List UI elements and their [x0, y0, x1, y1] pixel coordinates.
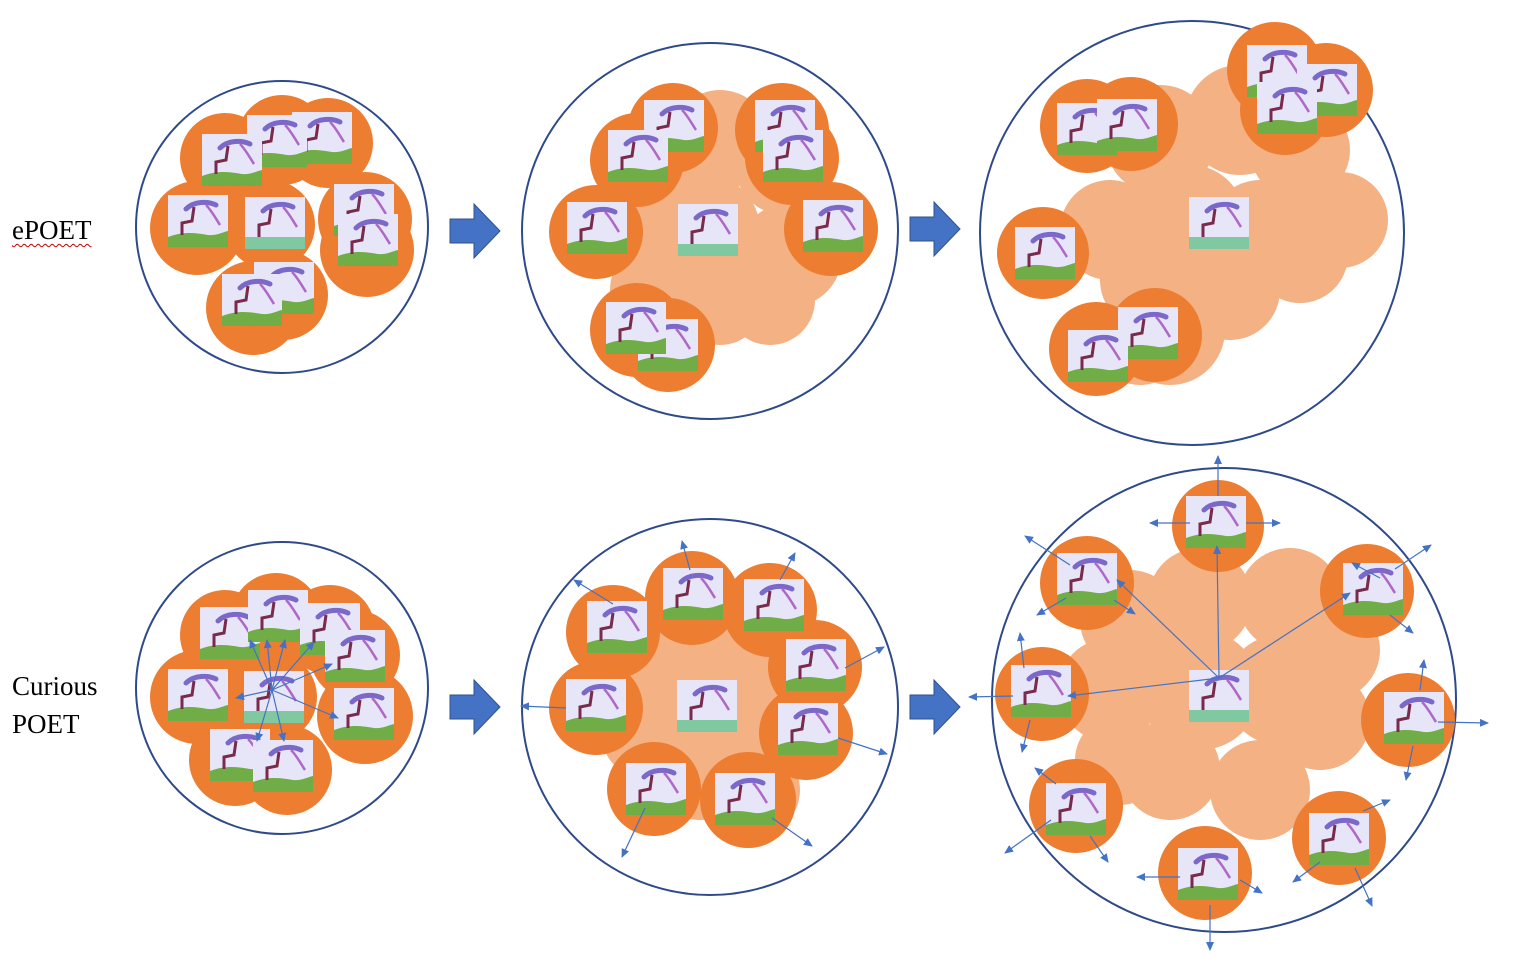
environment-thumbnail-icon: [248, 590, 308, 642]
environment-thumbnail-icon: [1046, 783, 1106, 835]
environment-thumbnail-icon: [678, 204, 738, 256]
environment-thumbnail-icon: [338, 214, 398, 266]
environment-thumbnail-icon: [803, 200, 863, 252]
environment-thumbnail-icon: [334, 688, 394, 740]
row-label-line-1: Curious: [12, 671, 98, 701]
curious-stage-3: [968, 455, 1489, 951]
archive-boundary: [521, 42, 899, 420]
environment-thumbnail-icon: [626, 763, 686, 815]
environment-thumbnail-icon: [1343, 563, 1403, 615]
epoet-stage-1: [135, 80, 429, 374]
environment-thumbnail-icon: [606, 302, 666, 354]
environment-thumbnail-icon: [567, 202, 627, 254]
environment-thumbnail-icon: [202, 134, 262, 186]
environment-thumbnail-icon: [1178, 848, 1238, 900]
environment-thumbnail-icon: [566, 679, 626, 731]
environment-thumbnail-icon: [1186, 496, 1246, 548]
environment-thumbnail-icon: [1057, 553, 1117, 605]
environment-thumbnail-icon: [222, 274, 282, 326]
exploration-arrow-icon: [520, 540, 888, 858]
environment-thumbnail-icon: [778, 703, 838, 755]
environment-thumbnail-icon: [763, 130, 823, 182]
environment-thumbnail-icon: [1189, 197, 1249, 249]
environment-thumbnail-icon: [587, 601, 647, 653]
environment-thumbnail-icon: [168, 195, 228, 247]
epoet-stage-2: [521, 42, 899, 420]
archive-boundary: [135, 80, 429, 374]
environment-thumbnail-icon: [1015, 227, 1075, 279]
exploration-arrow-icon: [968, 455, 1489, 951]
environment-thumbnail-icon: [786, 639, 846, 691]
block-arrow-right-icon: [449, 202, 501, 260]
environment-thumbnail-icon: [677, 680, 737, 732]
environment-thumbnail-icon: [1257, 82, 1317, 134]
environment-thumbnail-icon: [715, 773, 775, 825]
curious-stage-2: [520, 518, 899, 896]
archive-boundary: [979, 20, 1405, 446]
environment-thumbnail-icon: [1309, 813, 1369, 865]
block-arrow-right-icon: [909, 678, 961, 736]
row-label-epoet: ePOET: [12, 215, 92, 245]
row-label-curious-poet: Curious POET: [12, 668, 98, 744]
archive-boundary: [135, 541, 429, 835]
archive-boundary: [991, 467, 1457, 933]
environment-thumbnail-icon: [744, 579, 804, 631]
block-arrow-right-icon: [449, 678, 501, 736]
epoet-stage-3: [979, 20, 1405, 446]
environment-thumbnail-icon: [245, 197, 305, 249]
block-arrow-right-icon: [909, 200, 961, 258]
exploration-arrow-icon: [235, 639, 339, 742]
environment-thumbnail-icon: [1097, 99, 1157, 151]
environment-thumbnail-icon: [1011, 665, 1071, 717]
environment-thumbnail-icon: [1384, 692, 1444, 744]
environment-thumbnail-icon: [325, 630, 385, 682]
environment-thumbnail-icon: [1068, 330, 1128, 382]
environment-thumbnail-icon: [168, 669, 228, 721]
row-label-line-2: POET: [12, 708, 80, 739]
environment-thumbnail-icon: [253, 740, 313, 792]
environment-thumbnail-icon: [608, 130, 668, 182]
curious-stage-1: [135, 541, 429, 835]
environment-thumbnail-icon: [663, 568, 723, 620]
